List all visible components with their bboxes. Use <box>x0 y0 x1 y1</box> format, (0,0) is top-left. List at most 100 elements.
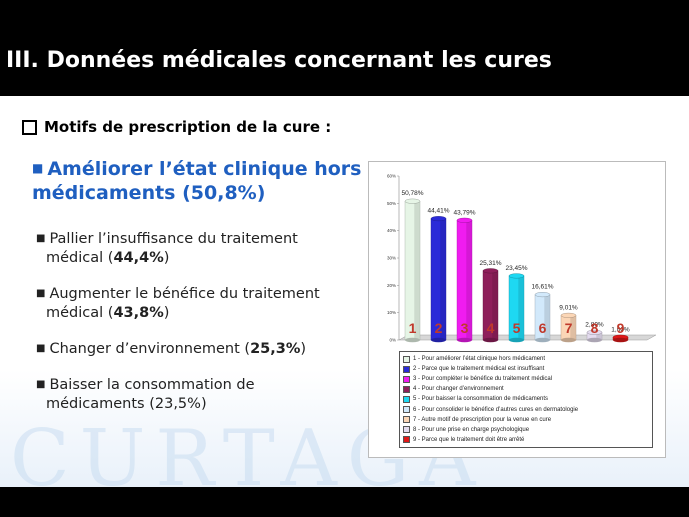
bar-shade <box>492 270 498 340</box>
data-label: 2,80% <box>585 321 604 328</box>
square-bullet-icon: ■ <box>32 161 44 175</box>
chart-plot: 0% 10% 20% 30% 40% 50% 60% 50,78% 1 44,41% 2 43,79%… <box>387 174 657 343</box>
data-label: 43,79% <box>453 209 475 216</box>
bar-shade <box>414 201 420 340</box>
bar-top <box>430 216 447 222</box>
category-label: 1 <box>409 320 417 336</box>
y-tick-label: 40% <box>387 228 396 233</box>
legend-swatch <box>403 385 410 393</box>
y-tick-label: 30% <box>387 256 396 261</box>
bar-bottom <box>457 337 472 343</box>
chart-legend: 1 - Pour améliorer l’état clinique hors … <box>399 351 653 448</box>
category-label: 2 <box>435 320 443 336</box>
legend-swatch <box>403 436 410 444</box>
legend-label: 6 - Pour consolider le bénéfice d’autres… <box>413 406 579 413</box>
checkbox-icon <box>22 119 37 135</box>
bar-shade <box>570 315 576 340</box>
item-value: 44,4% <box>113 250 164 266</box>
bar-bottom <box>535 337 550 343</box>
bar-bottom <box>613 337 628 343</box>
bar-shade <box>466 220 472 340</box>
bar-top <box>404 198 421 204</box>
legend-swatch <box>403 375 410 383</box>
legend-label: 1 - Pour améliorer l’état clinique hors … <box>413 356 546 363</box>
bar-top <box>508 273 525 279</box>
legend-swatch <box>403 406 410 414</box>
legend-item: 2 - Parce que le traitement médical est … <box>403 364 652 374</box>
data-label: 16,61% <box>531 284 553 291</box>
bar-shade <box>596 332 602 340</box>
item-line1: Augmenter le bénéfice du traitement <box>49 286 320 302</box>
y-tick-label: 60% <box>387 174 396 179</box>
legend-label: 3 - Pour compléter le bénéfice du traite… <box>413 376 553 383</box>
list-item: ■ Changer d’environnement (25,3%) <box>36 339 356 359</box>
square-bullet-icon: ■ <box>36 379 46 390</box>
category-label: 4 <box>487 320 495 336</box>
category-label: 5 <box>513 320 521 336</box>
legend-item: 1 - Pour améliorer l’état clinique hors … <box>403 354 652 364</box>
data-label: 23,45% <box>505 265 527 272</box>
bottom-bar <box>0 487 689 517</box>
bar-bottom <box>483 337 498 343</box>
square-bullet-icon: ■ <box>36 288 46 299</box>
legend-item: 3 - Pour compléter le bénéfice du traite… <box>403 374 652 384</box>
title-bar: III. Données médicales concernant les cu… <box>0 0 689 96</box>
item-line2-end: ) <box>163 250 170 266</box>
bullet-list: ■ Pallier l’insuffisance du traitement mé… <box>36 229 356 430</box>
bar-bottom <box>587 337 602 343</box>
category-label: 3 <box>461 320 469 336</box>
item-line2-end: ) <box>163 305 170 321</box>
list-item: ■ Augmenter le bénéfice du traitement méd… <box>36 284 356 323</box>
data-label: 9,01% <box>559 304 578 311</box>
item-line1: Pallier l’insuffisance du traitement <box>49 231 298 247</box>
item-line1: Changer d’environnement ( <box>49 341 251 357</box>
bar-shade <box>440 218 446 340</box>
section-subtitle: Motifs de prescription de la cure : <box>22 118 331 136</box>
item-line1: Baisser la consommation de <box>49 377 255 393</box>
legend-label: 5 - Pour baisser la consommation de médi… <box>413 396 549 403</box>
bar-bottom <box>561 337 576 343</box>
bar-top <box>586 329 603 335</box>
bar-bottom <box>509 337 524 343</box>
item-line2: médical ( <box>46 250 114 266</box>
y-tick-label: 0% <box>389 338 396 343</box>
legend-item: 5 - Pour baisser la consommation de médi… <box>403 394 652 404</box>
legend-swatch <box>403 426 410 434</box>
bar-bottom <box>405 337 420 343</box>
square-bullet-icon: ■ <box>36 343 46 354</box>
main-point-text: Améliorer l’état clinique hors médicamen… <box>32 158 362 204</box>
item-line1-end: ) <box>300 341 307 357</box>
bar-top <box>560 312 577 318</box>
legend-item: 6 - Pour consolider le bénéfice d’autres… <box>403 404 652 414</box>
bar-top <box>534 292 551 298</box>
item-line2: médical ( <box>46 305 114 321</box>
item-value: 43,8% <box>113 305 164 321</box>
slide-content: CURTAGA Motifs de prescription de la cur… <box>0 96 689 487</box>
list-item: ■ Baisser la consommation de médicaments … <box>36 375 356 414</box>
legend-item: 7 - Autre motif de prescription pour la … <box>403 415 652 425</box>
category-label: 6 <box>539 320 547 336</box>
bar-shade <box>518 275 524 340</box>
square-bullet-icon: ■ <box>36 233 46 244</box>
legend-swatch <box>403 365 410 373</box>
legend-swatch <box>403 355 410 363</box>
legend-swatch <box>403 395 410 403</box>
data-label: 1,00% <box>611 326 630 333</box>
y-tick-label: 50% <box>387 201 396 206</box>
legend-item: 4 - Pour changer d’environnement <box>403 384 652 394</box>
data-label: 44,41% <box>427 208 449 215</box>
y-tick-label: 20% <box>387 283 396 288</box>
subtitle-text: Motifs de prescription de la cure : <box>44 118 332 136</box>
bar-bottom <box>431 337 446 343</box>
item-value: 25,3% <box>250 341 301 357</box>
legend-label: 8 - Pour une prise en charge psychologiq… <box>413 426 530 433</box>
bar-shade <box>544 294 550 340</box>
legend-label: 4 - Pour changer d’environnement <box>413 386 504 393</box>
category-label: 7 <box>565 320 573 336</box>
category-label: 8 <box>591 320 599 336</box>
slide-title: III. Données médicales concernant les cu… <box>6 48 552 73</box>
list-item: ■ Pallier l’insuffisance du traitement mé… <box>36 229 356 268</box>
data-label: 25,31% <box>479 260 501 267</box>
legend-label: 2 - Parce que le traitement médical est … <box>413 366 545 373</box>
